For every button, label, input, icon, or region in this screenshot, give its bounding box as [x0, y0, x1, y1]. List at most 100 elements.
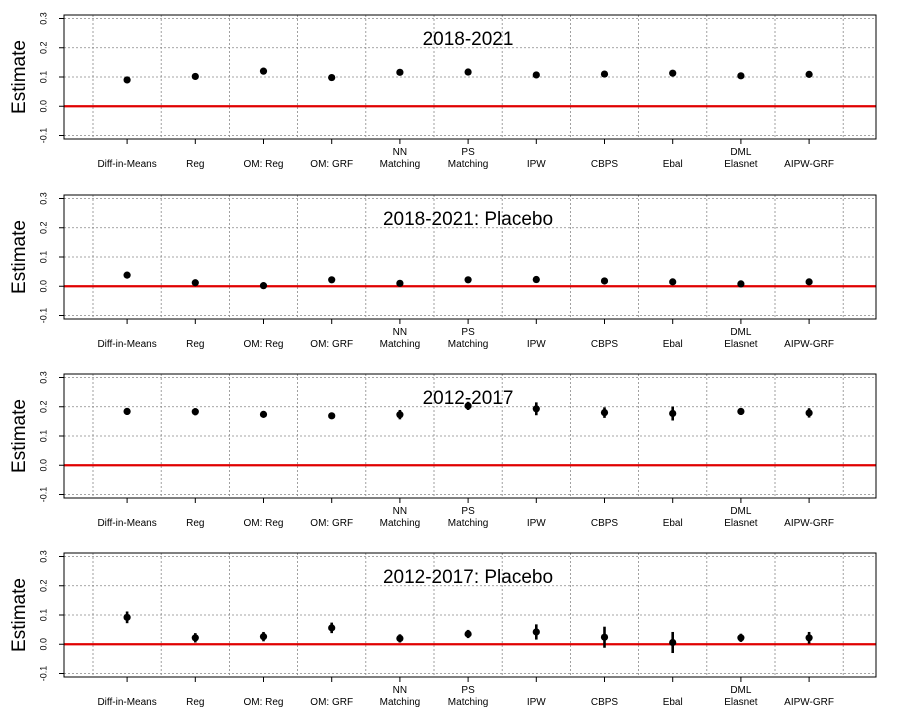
estimate-point [259, 67, 268, 75]
estimate-point [123, 76, 131, 84]
x-category-label: Reg [186, 339, 204, 350]
estimate-point [805, 634, 813, 642]
x-category-label: CBPS [591, 697, 619, 708]
estimate-point [464, 402, 472, 410]
x-category-label: Matching [448, 518, 489, 529]
estimate-point [805, 70, 813, 78]
x-category-label: OM: GRF [310, 159, 353, 170]
x-category-label: Elasnet [724, 697, 758, 708]
x-category-label: PS [461, 327, 475, 338]
x-category-label: AIPW-GRF [784, 697, 834, 708]
estimate-point [532, 71, 540, 79]
estimate-point [191, 634, 199, 642]
x-category-label: IPW [527, 339, 546, 350]
x-category-label: DML [730, 685, 752, 696]
estimate-point [532, 628, 540, 636]
x-category-label: AIPW-GRF [784, 159, 834, 170]
estimate-point [396, 634, 404, 642]
x-category-label: Elasnet [724, 339, 758, 350]
estimate-point [669, 638, 677, 647]
estimate-point [737, 634, 745, 642]
y-tick-label: 0.0 [38, 100, 48, 113]
estimate-point [328, 276, 336, 284]
y-tick-label: 0.0 [38, 638, 48, 651]
estimate-point [328, 73, 336, 82]
estimate-point [123, 407, 131, 416]
y-tick-label: 0.0 [38, 280, 48, 293]
x-category-label: AIPW-GRF [784, 339, 834, 350]
x-category-label: Matching [448, 697, 489, 708]
x-category-label: Diff-in-Means [97, 159, 156, 170]
x-category-label: PS [461, 506, 475, 517]
estimate-point [737, 407, 745, 416]
x-category-label: NN [393, 327, 407, 338]
y-tick-label: 0.1 [38, 251, 48, 264]
x-category-label: IPW [527, 518, 546, 529]
x-category-label: Diff-in-Means [97, 697, 156, 708]
x-category-label: Matching [380, 697, 421, 708]
estimate-point [532, 405, 540, 413]
estimate-point [532, 275, 540, 284]
panel-title: 2018-2021: Placebo [383, 209, 553, 230]
y-axis-label: Estimate [9, 220, 30, 294]
estimate-point [123, 271, 131, 279]
estimate-point [669, 409, 677, 418]
estimate-point [191, 408, 199, 416]
x-category-label: AIPW-GRF [784, 518, 834, 529]
x-category-label: DML [730, 327, 752, 338]
x-category-label: OM: Reg [243, 518, 283, 529]
x-category-label: Elasnet [724, 518, 758, 529]
y-tick-label: 0.1 [38, 71, 48, 84]
x-category-label: IPW [527, 697, 546, 708]
y-tick-label: 0.3 [38, 550, 48, 563]
estimate-point [396, 279, 404, 287]
estimate-point [464, 630, 472, 638]
y-axis-label: Estimate [9, 578, 30, 652]
x-category-label: DML [730, 506, 752, 517]
x-category-label: Matching [380, 518, 421, 529]
y-tick-label: -0.1 [38, 666, 48, 682]
y-axis-label: Estimate [9, 399, 30, 473]
y-tick-label: -0.1 [38, 308, 48, 324]
y-tick-label: 0.2 [38, 41, 48, 54]
estimate-point [396, 411, 404, 419]
panel-title: 2012-2017 [423, 388, 514, 409]
x-category-label: DML [730, 147, 752, 158]
estimate-point [464, 276, 472, 284]
estimate-point [464, 68, 472, 76]
x-category-label: OM: Reg [243, 339, 283, 350]
x-category-label: NN [393, 147, 407, 158]
estimate-point [669, 278, 677, 286]
estimate-point [259, 633, 268, 641]
x-category-label: Elasnet [724, 159, 758, 170]
y-tick-label: 0.3 [38, 12, 48, 25]
x-category-label: Diff-in-Means [97, 518, 156, 529]
panel-title: 2018-2021 [423, 29, 514, 50]
x-category-label: OM: GRF [310, 339, 353, 350]
x-category-label: CBPS [591, 159, 619, 170]
x-category-label: Ebal [663, 697, 683, 708]
x-category-label: CBPS [591, 339, 619, 350]
x-category-label: PS [461, 147, 475, 158]
x-category-label: PS [461, 685, 475, 696]
x-category-label: OM: Reg [243, 159, 283, 170]
y-tick-label: 0.2 [38, 400, 48, 413]
x-category-label: Diff-in-Means [97, 339, 156, 350]
x-category-label: IPW [527, 159, 546, 170]
x-category-label: OM: Reg [243, 697, 283, 708]
estimate-point [600, 409, 609, 417]
estimate-point [191, 279, 199, 287]
estimate-point [259, 410, 268, 418]
panel-1: -0.1 0.0 0.1 0.2 0.3 Estimate 2018-2021 Diff-in… [9, 12, 877, 170]
y-tick-label: 0.1 [38, 609, 48, 622]
estimate-point [123, 613, 131, 621]
estimate-point [737, 72, 745, 80]
x-category-label: OM: GRF [310, 697, 353, 708]
y-axis-label: Estimate [9, 40, 30, 114]
estimate-point [328, 412, 336, 420]
x-category-label: Ebal [663, 518, 683, 529]
y-tick-label: 0.3 [38, 192, 48, 205]
x-category-label: CBPS [591, 518, 619, 529]
x-category-label: NN [393, 506, 407, 517]
